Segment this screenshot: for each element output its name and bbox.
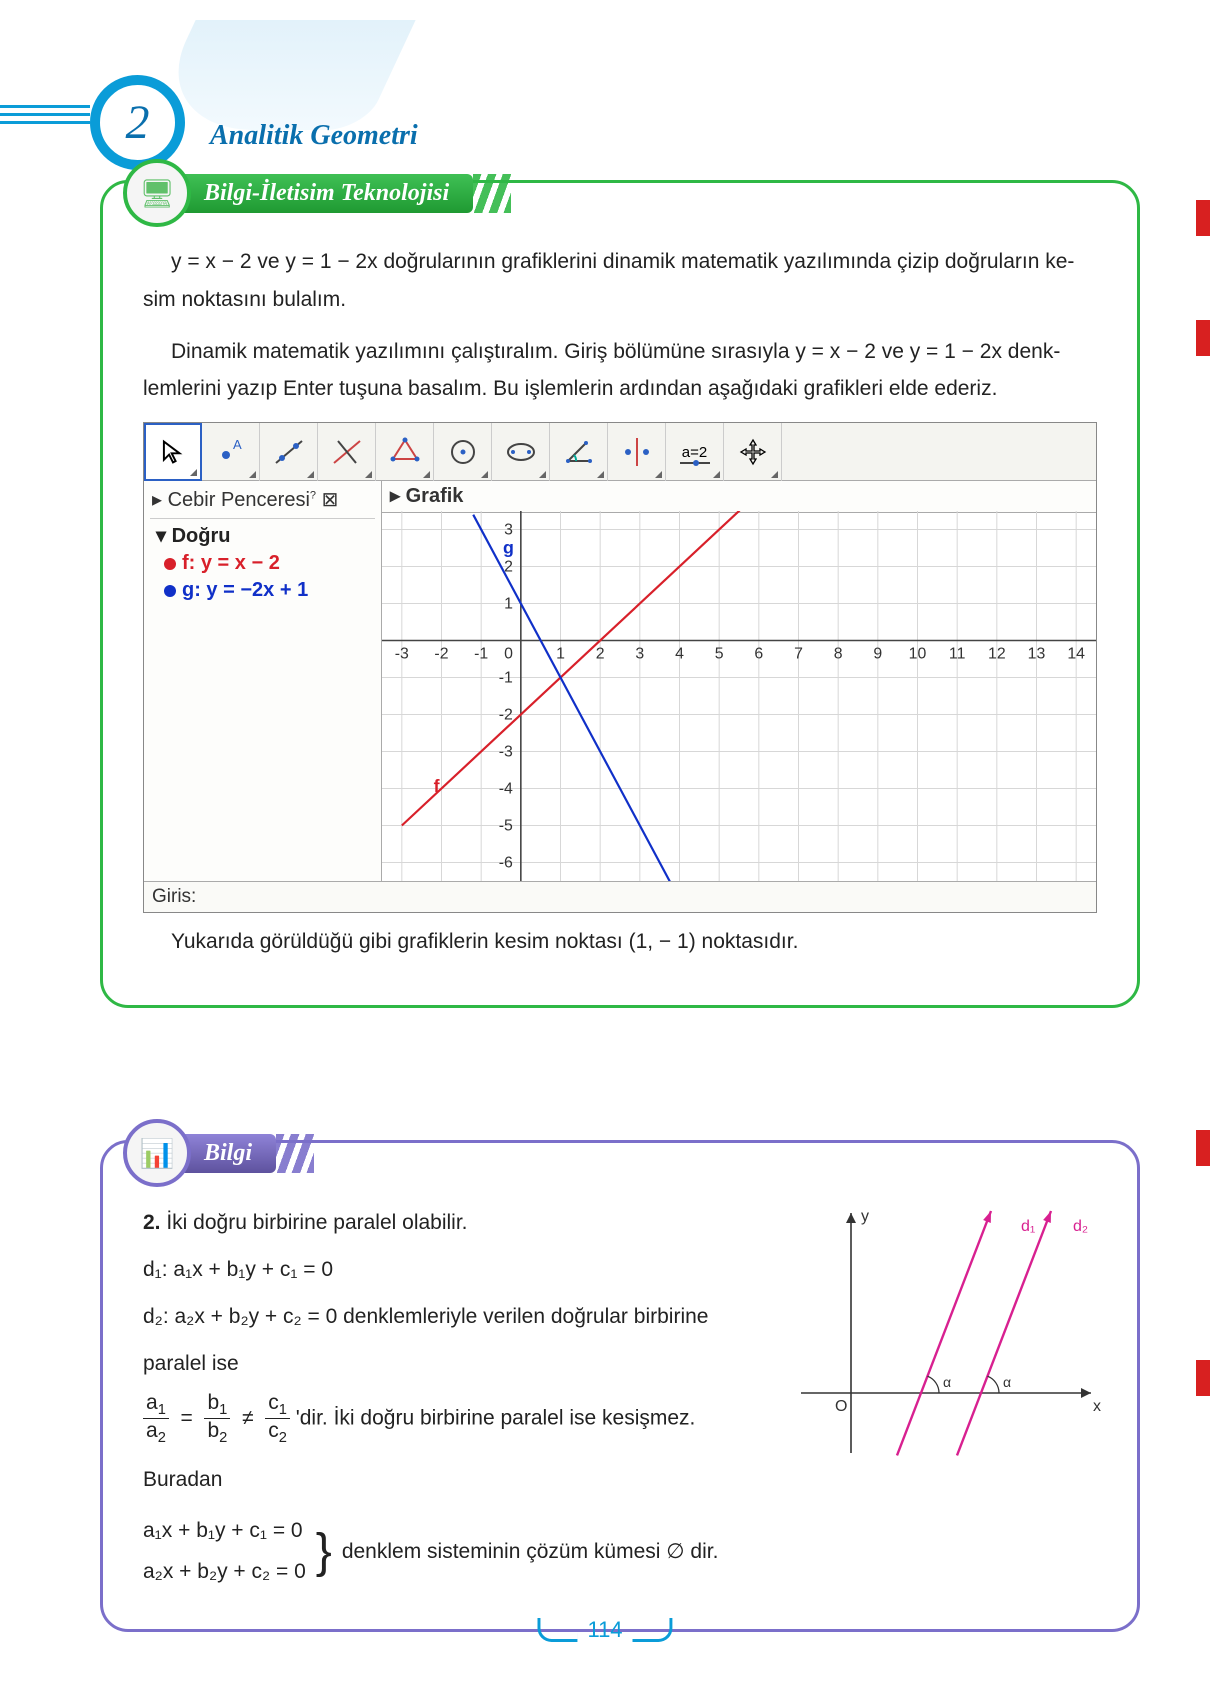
ict-para1: y = x − 2 ve y = 1 − 2x doğrularının gra… (143, 243, 1097, 319)
section-bilgi-header: 📊 Bilgi (123, 1119, 276, 1187)
svg-text:-3: -3 (395, 646, 409, 663)
algebra-category: ▾ Doğru (150, 519, 375, 550)
footer-bracket-left (537, 1618, 577, 1642)
svg-text:-6: -6 (499, 855, 513, 872)
edge-marker (1196, 1360, 1210, 1396)
geogebra-panels: ▸ Cebir Penceresi? ⊠ ▾ Doğru f: y = x − … (144, 481, 1096, 881)
bilgi-line4: paralel ise (143, 1344, 783, 1385)
tool-angle[interactable] (550, 423, 608, 481)
edge-marker (1196, 320, 1210, 356)
svg-text:-1: -1 (474, 646, 488, 663)
svg-text:f: f (434, 776, 440, 796)
bilgi-line3: d₂: a₂x + b₂y + c₂ = 0 denklemleriyle ve… (143, 1297, 783, 1338)
tool-circle[interactable] (434, 423, 492, 481)
svg-text:12: 12 (988, 646, 1006, 663)
tool-point[interactable]: A (202, 423, 260, 481)
edge-marker (1196, 1130, 1210, 1166)
svg-text:-3: -3 (499, 744, 513, 761)
dot-f (164, 558, 176, 570)
section-ict-header: 🖥 Bilgi-İletisim Teknolojisi (123, 159, 473, 227)
ict-conclusion: Yukarıda görüldüğü gibi grafiklerin kesi… (143, 923, 1097, 961)
computer-icon: 🖥 (123, 159, 191, 227)
svg-text:α: α (943, 1374, 951, 1390)
svg-text:g: g (503, 538, 514, 558)
svg-text:10: 10 (909, 646, 927, 663)
slider-text: a=2 (682, 444, 707, 461)
svg-text:α: α (1003, 1374, 1011, 1390)
svg-text:y: y (861, 1208, 869, 1225)
svg-text:7: 7 (794, 646, 803, 663)
page-number: 114 (587, 1617, 622, 1643)
edge-marker (1196, 200, 1210, 236)
algebra-item-g[interactable]: g: y = −2x + 1 (150, 577, 375, 604)
svg-text:-5: -5 (499, 818, 513, 835)
tool-perpendicular[interactable] (318, 423, 376, 481)
svg-text:1: 1 (556, 646, 565, 663)
svg-text:13: 13 (1028, 646, 1046, 663)
bilgi-buradan: Buradan (143, 1460, 783, 1501)
chart-icon: 📊 (123, 1119, 191, 1187)
ict-para2b: lemlerini yazıp Enter tuşuna basalım. Bu… (143, 377, 997, 400)
tool-pointer[interactable] (144, 423, 202, 481)
section-ict: 🖥 Bilgi-İletisim Teknolojisi y = x − 2 v… (100, 180, 1140, 1008)
svg-text:6: 6 (754, 646, 763, 663)
svg-text:1: 1 (504, 596, 513, 613)
bilgi-ratio: a1a2 = b1b2 ≠ c1c2 'dir. İki doğru birbi… (143, 1391, 783, 1447)
svg-text:2: 2 (596, 646, 605, 663)
chapter-title: Analitik Geometri (210, 120, 418, 152)
algebra-item-f[interactable]: f: y = x − 2 (150, 550, 375, 577)
svg-text:3: 3 (635, 646, 644, 663)
svg-text:4: 4 (675, 646, 684, 663)
tool-ellipse[interactable] (492, 423, 550, 481)
tool-polygon[interactable] (376, 423, 434, 481)
svg-text:-4: -4 (499, 781, 513, 798)
svg-text:9: 9 (873, 646, 882, 663)
tool-slider[interactable]: a=2 (666, 423, 724, 481)
dot-g (164, 585, 176, 597)
svg-text:x: x (1093, 1398, 1101, 1415)
svg-text:0: 0 (504, 646, 513, 663)
algebra-head: ▸ Cebir Penceresi? ⊠ (150, 485, 375, 519)
bilgi-body: 2. İki doğru birbirine paralel olabilir.… (143, 1203, 783, 1593)
ict-para2a: Dinamik matematik yazılımını çalıştıralı… (171, 340, 1060, 363)
ict-para2: Dinamik matematik yazılımını çalıştıralı… (143, 333, 1097, 409)
svg-text:d₂: d₂ (1073, 1218, 1088, 1235)
bilgi-diagram: x y Oα d₁ α d₂ (791, 1203, 1101, 1463)
svg-text:8: 8 (834, 646, 843, 663)
svg-text:3: 3 (504, 522, 513, 539)
svg-text:-2: -2 (434, 646, 448, 663)
ict-para1a: y = x − 2 ve y = 1 − 2x doğrularının gra… (171, 250, 1074, 273)
section-bilgi-title: Bilgi (176, 1134, 276, 1173)
graphics-grid: -3-2-11234567891011121314-6-5-4-3-2-1123… (382, 511, 1096, 881)
page-footer: 114 (537, 1617, 672, 1643)
svg-text:-2: -2 (499, 707, 513, 724)
section-ict-title: Bilgi-İletisim Teknolojisi (176, 174, 473, 213)
geogebra-toolbar: A (144, 423, 1096, 481)
svg-text:5: 5 (715, 646, 724, 663)
svg-text:O: O (835, 1398, 847, 1415)
geogebra-frame: A (143, 422, 1097, 913)
page-header: 2 Analitik Geometri (0, 60, 1210, 110)
tool-line[interactable] (260, 423, 318, 481)
svg-text:d₁: d₁ (1021, 1218, 1035, 1235)
svg-text:11: 11 (949, 646, 966, 663)
header-swoosh (144, 20, 415, 130)
svg-text:14: 14 (1067, 646, 1085, 663)
input-bar[interactable]: Giris: (144, 881, 1096, 912)
algebra-panel: ▸ Cebir Penceresi? ⊠ ▾ Doğru f: y = x − … (144, 481, 382, 881)
header-stripes (0, 105, 90, 135)
tool-reflect[interactable] (608, 423, 666, 481)
chapter-number-badge: 2 (90, 75, 185, 170)
svg-text:-1: -1 (499, 670, 513, 687)
svg-text:A: A (233, 437, 242, 452)
bilgi-line1: 2. İki doğru birbirine paralel olabilir. (143, 1203, 783, 1244)
tool-move-view[interactable] (724, 423, 782, 481)
ict-para1b: sim noktasını bulalım. (143, 288, 346, 311)
section-bilgi: 📊 Bilgi 2. İki doğru birbirine paralel o… (100, 1140, 1140, 1632)
graphics-head: ▸ Grafik (382, 481, 1096, 513)
bilgi-line2: d₁: a₁x + b₁y + c₁ = 0 (143, 1250, 783, 1291)
bilgi-system: a₁x + b₁y + c₁ = 0 a₂x + b₂y + c₂ = 0 } … (143, 1511, 783, 1593)
graphics-panel: ▸ Grafik -3-2-11234567891011121314-6-5-4… (382, 481, 1096, 881)
footer-bracket-right (633, 1618, 673, 1642)
